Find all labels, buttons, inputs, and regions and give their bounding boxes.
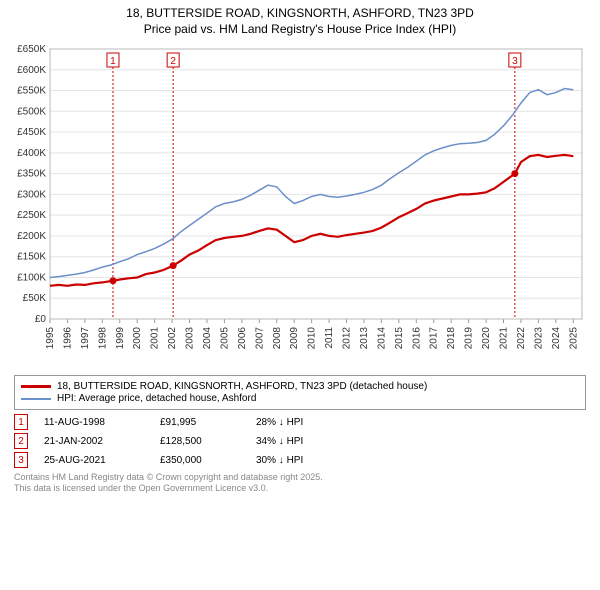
svg-text:£650K: £650K: [17, 44, 46, 55]
legend-label: 18, BUTTERSIDE ROAD, KINGSNORTH, ASHFORD…: [57, 381, 427, 392]
svg-text:£300K: £300K: [17, 190, 46, 201]
svg-text:£500K: £500K: [17, 106, 46, 117]
svg-text:£200K: £200K: [17, 231, 46, 242]
svg-text:£100K: £100K: [17, 273, 46, 284]
svg-text:1999: 1999: [115, 327, 126, 350]
svg-text:£600K: £600K: [17, 65, 46, 76]
legend-row: 18, BUTTERSIDE ROAD, KINGSNORTH, ASHFORD…: [21, 381, 579, 392]
fact-marker: 1: [14, 414, 28, 430]
svg-text:2000: 2000: [132, 327, 143, 350]
legend-swatch-red: [21, 385, 51, 388]
svg-text:£550K: £550K: [17, 86, 46, 97]
svg-text:£150K: £150K: [17, 252, 46, 263]
svg-text:£0: £0: [35, 314, 47, 325]
svg-text:2019: 2019: [464, 327, 475, 350]
svg-text:2013: 2013: [359, 327, 370, 350]
svg-text:2015: 2015: [394, 327, 405, 350]
legend-row: HPI: Average price, detached house, Ashf…: [21, 393, 579, 404]
title-line2: Price paid vs. HM Land Registry's House …: [10, 22, 590, 38]
svg-text:2002: 2002: [167, 327, 178, 350]
svg-text:1997: 1997: [80, 327, 91, 350]
svg-text:2024: 2024: [551, 327, 562, 350]
legend-swatch-blue: [21, 398, 51, 400]
fact-date: 21-JAN-2002: [44, 436, 144, 447]
svg-text:2021: 2021: [499, 327, 510, 350]
svg-text:2004: 2004: [202, 327, 213, 350]
svg-text:2012: 2012: [342, 327, 353, 350]
svg-text:2005: 2005: [219, 327, 230, 350]
svg-text:2008: 2008: [272, 327, 283, 350]
fact-date: 11-AUG-1998: [44, 417, 144, 428]
svg-text:3: 3: [512, 56, 518, 67]
fact-delta: 30% ↓ HPI: [256, 455, 303, 466]
footer-line2: This data is licensed under the Open Gov…: [14, 483, 586, 494]
legend: 18, BUTTERSIDE ROAD, KINGSNORTH, ASHFORD…: [14, 375, 586, 410]
fact-row: 2 21-JAN-2002 £128,500 34% ↓ HPI: [14, 433, 586, 449]
svg-text:2011: 2011: [324, 327, 335, 349]
svg-text:2001: 2001: [150, 327, 161, 350]
svg-text:2020: 2020: [481, 327, 492, 350]
svg-text:2018: 2018: [446, 327, 457, 350]
svg-text:2: 2: [170, 56, 176, 67]
fact-price: £91,995: [160, 417, 240, 428]
svg-text:2007: 2007: [254, 327, 265, 350]
chart-svg: £0 £50K £100K £150K £200K £250K £300K £350K £400…: [0, 39, 600, 369]
fact-price: £128,500: [160, 436, 240, 447]
fact-row: 1 11-AUG-1998 £91,995 28% ↓ HPI: [14, 414, 586, 430]
svg-text:2006: 2006: [237, 327, 248, 350]
fact-delta: 34% ↓ HPI: [256, 436, 303, 447]
svg-text:2022: 2022: [516, 327, 527, 350]
svg-text:2014: 2014: [376, 327, 387, 350]
fact-marker: 2: [14, 433, 28, 449]
svg-text:2023: 2023: [533, 327, 544, 350]
svg-text:£450K: £450K: [17, 127, 46, 138]
svg-text:1: 1: [110, 56, 116, 67]
fact-marker: 3: [14, 452, 28, 468]
svg-text:2010: 2010: [307, 327, 318, 350]
facts-table: 1 11-AUG-1998 £91,995 28% ↓ HPI 2 21-JAN…: [14, 414, 586, 468]
footer-line1: Contains HM Land Registry data © Crown c…: [14, 472, 586, 483]
svg-text:2016: 2016: [411, 327, 422, 350]
chart-area: £0 £50K £100K £150K £200K £250K £300K £350K £400…: [0, 39, 600, 369]
fact-price: £350,000: [160, 455, 240, 466]
fact-delta: 28% ↓ HPI: [256, 417, 303, 428]
svg-text:£250K: £250K: [17, 210, 46, 221]
svg-text:2025: 2025: [568, 327, 579, 350]
title-line1: 18, BUTTERSIDE ROAD, KINGSNORTH, ASHFORD…: [10, 6, 590, 22]
svg-text:£400K: £400K: [17, 148, 46, 159]
svg-text:2017: 2017: [429, 327, 440, 350]
svg-text:1996: 1996: [62, 327, 73, 350]
legend-label: HPI: Average price, detached house, Ashf…: [57, 393, 256, 404]
svg-text:1998: 1998: [97, 327, 108, 350]
footer: Contains HM Land Registry data © Crown c…: [14, 472, 586, 494]
svg-text:1995: 1995: [45, 327, 56, 350]
svg-text:£50K: £50K: [23, 293, 47, 304]
svg-text:2009: 2009: [289, 327, 300, 350]
fact-date: 25-AUG-2021: [44, 455, 144, 466]
fact-row: 3 25-AUG-2021 £350,000 30% ↓ HPI: [14, 452, 586, 468]
svg-text:2003: 2003: [185, 327, 196, 350]
svg-text:£350K: £350K: [17, 169, 46, 180]
chart-title: 18, BUTTERSIDE ROAD, KINGSNORTH, ASHFORD…: [0, 0, 600, 39]
